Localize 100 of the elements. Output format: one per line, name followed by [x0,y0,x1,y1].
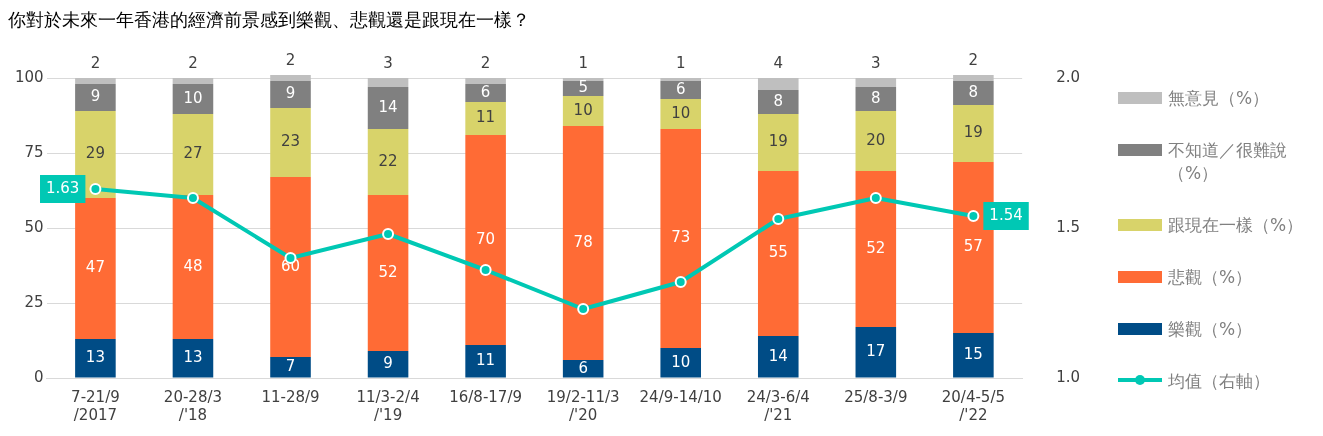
data-label: 2 [90,53,101,72]
data-label: 8 [968,82,979,101]
legend-label: 不知道／很難說（%） [1168,138,1288,185]
bar [367,129,409,195]
bar [855,87,897,111]
bar [75,78,116,84]
bar [75,339,116,378]
y2-tick-label: 2.0 [1056,67,1080,86]
y-tick-label: 0 [34,367,44,386]
y-tick-label: 50 [24,217,44,236]
legend-label: 樂觀（%） [1168,318,1253,342]
bar [172,339,214,378]
bar [757,336,799,378]
data-label: 57 [963,237,983,256]
bar [562,78,604,81]
data-label: 2 [480,53,491,72]
bar [562,81,604,96]
bar [855,171,897,327]
bar [953,105,994,162]
data-label: 29 [85,144,105,163]
data-label: 27 [183,144,203,163]
bar [757,90,799,114]
chart-title: 你對於未來一年香港的經濟前景感到樂觀、悲觀還是跟現在一樣？ [8,8,531,32]
bar [172,195,214,339]
legend-label: 跟現在一樣（%） [1168,213,1304,237]
point [967,210,980,222]
data-label: 13 [85,348,105,367]
bar [75,84,116,111]
data-label: 22 [378,151,398,170]
data-label: 23 [280,132,301,151]
data-label: 11 [476,108,496,127]
x-tick-label: 20/4-5/5 /'22 [941,387,1005,424]
bar [465,78,506,84]
bar [465,135,506,345]
y-tick-label: 100 [14,67,44,86]
data-label: 52 [378,262,398,281]
bar [465,102,506,135]
legend-label: 無意見（%） [1168,86,1270,110]
bar [367,195,409,351]
bar [465,84,506,102]
bar [270,177,311,357]
data-label: 14 [768,346,788,365]
point [186,192,199,204]
x-tick-label: 16/8-17/9 [449,387,522,406]
data-label: 9 [285,84,296,103]
bar [953,333,994,378]
data-label: 7 [285,357,296,376]
data-label: 10 [671,103,691,122]
bar [855,111,897,171]
data-label: 52 [866,238,886,257]
bar [757,171,799,336]
bar [562,126,604,360]
y-tick-label: 75 [24,142,44,161]
bar [270,75,311,81]
data-label: 14 [378,97,398,116]
bar [172,114,214,195]
legend-label: 均值（右軸） [1168,370,1270,394]
data-label: 10 [183,88,203,107]
bar [172,78,214,84]
data-label: 10 [573,100,593,119]
data-label: 8 [773,91,784,110]
data-label: 3 [383,53,393,72]
y-tick-label: 25 [24,292,44,311]
point [772,213,785,225]
point [577,303,590,315]
bar [660,99,702,129]
data-label: 78 [573,232,593,251]
data-label: 17 [866,342,886,361]
legend-label: 悲觀（%） [1168,266,1253,290]
data-label: 20 [866,130,886,149]
data-label: 6 [578,358,588,377]
data-label: 8 [871,88,881,107]
data-label: 1 [578,53,588,72]
bar [757,78,799,90]
bar [855,327,897,378]
bar [465,345,506,378]
data-label: 6 [675,79,686,98]
x-tick-label: 7-21/9 /2017 [71,387,120,424]
data-label: 1.63 [46,178,80,197]
x-tick-label: 19/2-11/3 /'20 [546,387,620,424]
data-label: 2 [188,53,198,72]
y2-tick-label: 1.5 [1056,217,1080,236]
point [869,192,882,204]
data-label: 15 [963,345,983,364]
x-tick-label: 25/8-3/9 [844,387,908,406]
point [479,264,492,276]
point [382,228,395,240]
data-label: 9 [383,354,393,373]
bar [367,351,409,378]
point [674,276,687,288]
data-label: 2 [968,50,979,69]
data-label: 48 [183,256,203,275]
bar [660,78,702,81]
data-label: 9 [90,87,101,106]
point [89,183,102,195]
data-label: 1 [675,53,686,72]
bar [660,129,702,348]
bar [270,108,311,177]
data-label: 19 [963,123,983,142]
bar [562,360,604,378]
